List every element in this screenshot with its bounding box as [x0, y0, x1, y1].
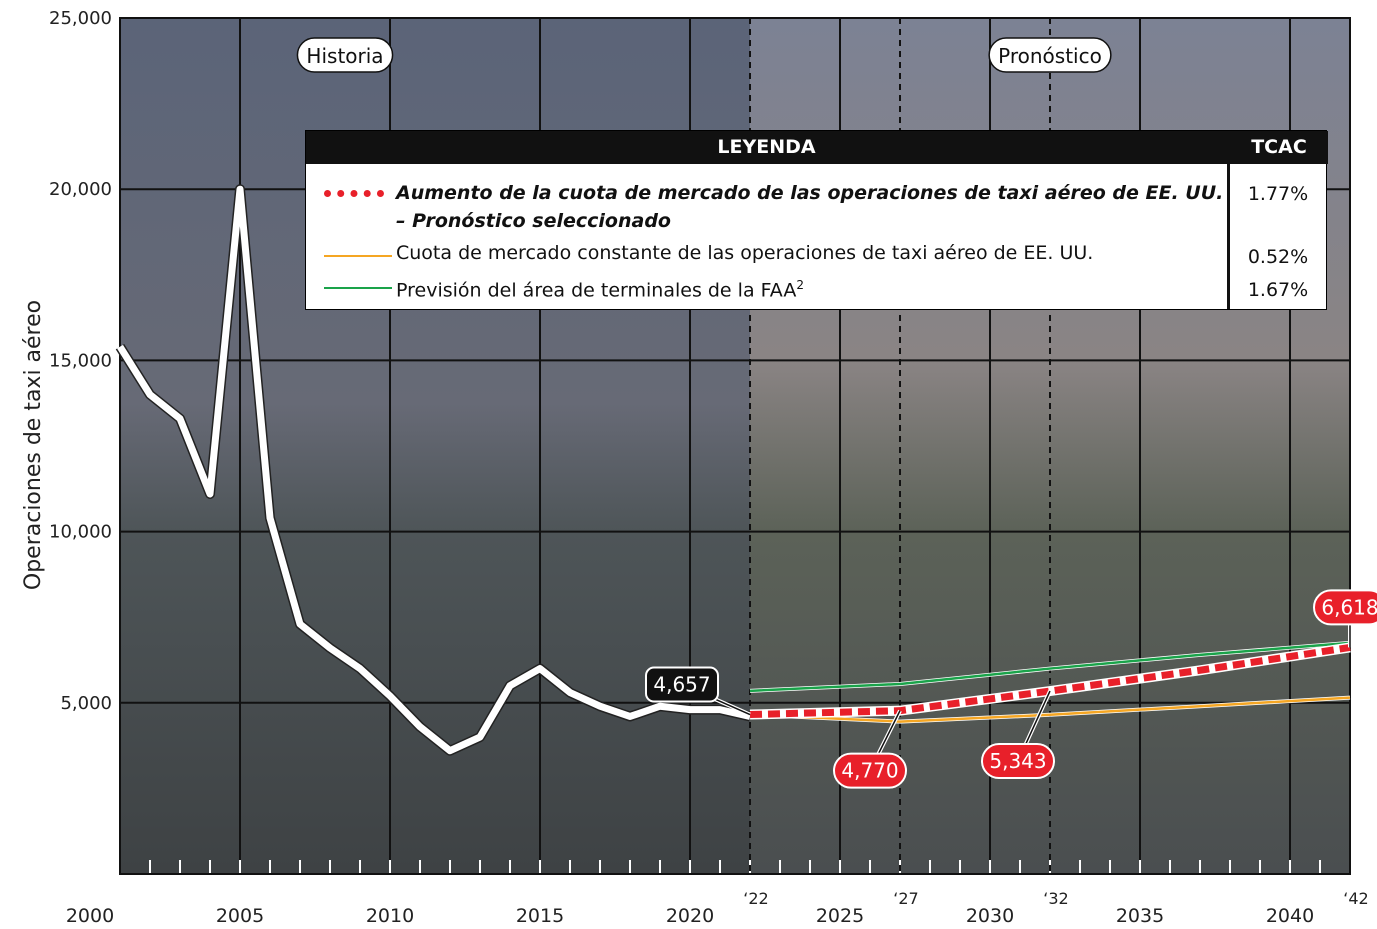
annotation-text: Historia [306, 44, 383, 68]
legend-swatch [324, 287, 392, 289]
forecast-year-label: ‘42 [1343, 889, 1368, 908]
x-tick-label: 2020 [666, 905, 714, 927]
legend-text: Previsión del área de terminales de la F… [396, 279, 796, 301]
legend-cagr: 0.52% [1229, 243, 1327, 271]
y-tick-label: 5,000 [60, 693, 112, 714]
legend-divider [1227, 131, 1230, 309]
y-tick-label: 25,000 [49, 8, 112, 29]
legend: LEYENDA TCAC Aumento de la cuota de merc… [305, 130, 1327, 310]
legend-label: Cuota de mercado constante de las operac… [396, 239, 1226, 267]
legend-text: Cuota de mercado constante de las operac… [396, 242, 1093, 264]
legend-cagr: 1.67% [1229, 276, 1327, 304]
x-tick-label: 2000 [66, 905, 114, 927]
page: Operaciones de taxi aéreo 5,000 10,000 15,… [0, 0, 1377, 929]
legend-swatch [324, 190, 384, 197]
legend-label: Aumento de la cuota de mercado de las op… [396, 179, 1226, 235]
x-tick-label: 2015 [516, 905, 564, 927]
legend-text: Aumento de la cuota de mercado de las op… [396, 182, 1223, 232]
x-tick-label: 2005 [216, 905, 264, 927]
annotation-text: Pronóstico [998, 44, 1102, 68]
annotation: Historia [297, 38, 392, 72]
y-tick-label: 10,000 [49, 522, 112, 543]
forecast-year-label: ‘32 [1043, 889, 1068, 908]
x-tick-label: 2040 [1266, 905, 1314, 927]
data-label: 4,657 [653, 673, 710, 697]
y-tick-label: 20,000 [49, 179, 112, 200]
data-label: 4,770 [841, 759, 898, 783]
legend-swatch [324, 255, 392, 257]
y-tick-label: 15,000 [49, 350, 112, 371]
legend-label: Previsión del área de terminales de la F… [396, 271, 1226, 304]
x-tick-label: 2035 [1116, 905, 1164, 927]
x-tick-label: 2025 [816, 905, 864, 927]
legend-cagr: 1.77% [1229, 180, 1327, 208]
y-axis-title: Operaciones de taxi aéreo [21, 300, 46, 590]
legend-cagr-header: TCAC [1230, 131, 1328, 164]
forecast-year-label: ‘22 [743, 889, 768, 908]
footnote-mark: 2 [796, 278, 804, 292]
x-tick-label: 2010 [366, 905, 414, 927]
forecast-year-label: ‘27 [893, 889, 918, 908]
x-tick-label: 2030 [966, 905, 1014, 927]
data-label: 6,618 [1321, 595, 1377, 619]
annotation: Pronóstico [989, 38, 1111, 72]
legend-header: LEYENDA [306, 131, 1227, 164]
data-label: 5,343 [989, 749, 1046, 773]
